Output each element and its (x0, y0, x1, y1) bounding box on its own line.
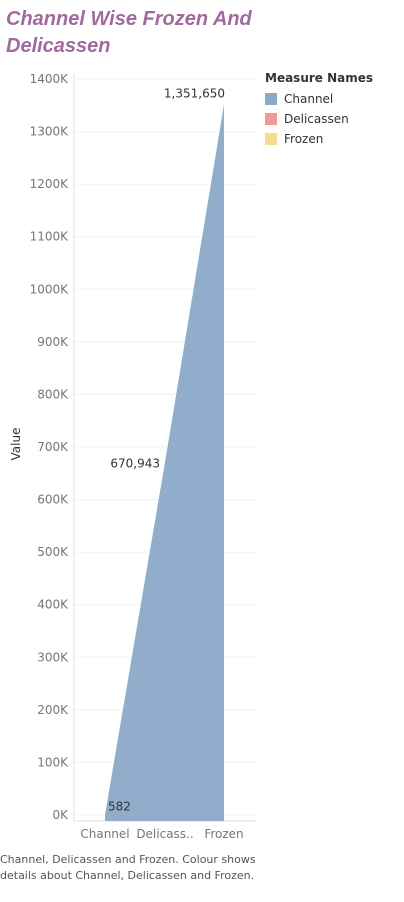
x-tick-label: Channel (80, 827, 129, 841)
y-tick-label: 0K (52, 808, 69, 822)
y-tick-label: 500K (37, 545, 69, 559)
x-tick-label: Delicass.. (136, 827, 193, 841)
y-axis: 0K 100K 200K 300K 400K 500K 600K 700K 800K 900K 10… (30, 72, 75, 822)
y-tick-label: 1300K (30, 125, 70, 139)
legend-label: Frozen (284, 132, 324, 146)
x-tick-label: Frozen (204, 827, 243, 841)
y-tick-label: 100K (37, 755, 69, 769)
legend-swatch (265, 133, 277, 145)
y-tick-label: 300K (37, 650, 69, 664)
legend-item-delicassen[interactable]: Delicassen (265, 109, 373, 129)
data-label: 1,351,650 (164, 86, 225, 100)
y-tick-label: 700K (37, 440, 69, 454)
y-tick-label: 1400K (30, 72, 70, 86)
legend-item-frozen[interactable]: Frozen (265, 129, 373, 149)
legend-swatch (265, 93, 277, 105)
chart-caption: Channel, Delicassen and Frozen. Colour s… (0, 853, 256, 882)
series-area-channel (105, 104, 224, 822)
data-label: 670,943 (110, 456, 160, 470)
data-labels: 582 670,943 1,351,650 (108, 86, 225, 813)
legend-swatch (265, 113, 277, 125)
x-axis: Channel Delicass.. Frozen (74, 820, 256, 841)
grid-lines (74, 78, 256, 816)
y-tick-label: 1100K (30, 230, 70, 244)
y-tick-label: 600K (37, 493, 69, 507)
y-tick-label: 400K (37, 598, 69, 612)
legend-title: Measure Names (265, 71, 374, 85)
y-tick-label: 200K (37, 703, 69, 717)
data-label: 582 (108, 800, 131, 814)
legend: Measure Names Channel Delicassen Frozen (265, 71, 373, 149)
legend-item-channel[interactable]: Channel (265, 89, 373, 109)
y-axis-label: Value (9, 428, 23, 461)
y-tick-label: 1000K (30, 282, 70, 296)
y-tick-label: 800K (37, 387, 69, 401)
chart-title: Channel Wise Frozen And Delicassen (6, 8, 252, 57)
y-tick-label: 1200K (30, 177, 70, 191)
legend-label: Channel (284, 92, 334, 106)
y-tick-label: 900K (37, 335, 69, 349)
legend-label: Delicassen (284, 112, 349, 126)
series-area (105, 104, 224, 822)
